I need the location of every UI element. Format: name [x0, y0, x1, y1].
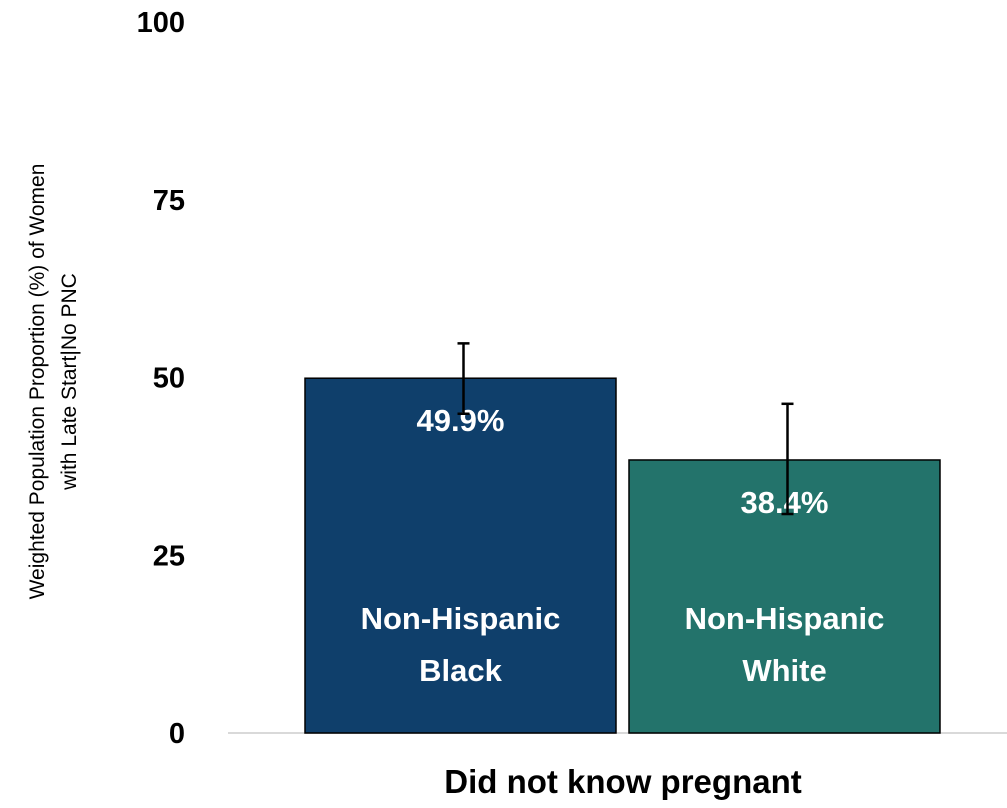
bar-category-label: Non-Hispanic [361, 601, 561, 636]
bar-category-label: White [742, 653, 826, 688]
y-tick-label: 25 [153, 540, 185, 572]
y-tick-label: 75 [153, 185, 185, 217]
bar-category-label: Black [419, 653, 502, 688]
y-tick-label: 100 [137, 7, 185, 39]
error-bars [457, 342, 794, 516]
y-axis-label-line: with Late Start|No PNC [58, 273, 81, 491]
x-axis-label: Did not know pregnant [444, 763, 801, 800]
bar [304, 377, 617, 734]
bar [628, 459, 941, 734]
y-axis-label: Weighted Population Proportion (%) of Wo… [26, 164, 81, 600]
bar-labels: 49.9%Non-HispanicBlack38.4%Non-HispanicW… [361, 403, 885, 688]
bar-value-label: 49.9% [417, 403, 505, 438]
y-axis-label-line: Weighted Population Proportion (%) of Wo… [26, 164, 49, 600]
y-tick-label: 0 [169, 718, 185, 750]
bars [304, 377, 941, 734]
y-axis-ticks: 0 25 50 75 100 [137, 7, 185, 750]
bar-category-label: Non-Hispanic [685, 601, 885, 636]
y-tick-label: 50 [153, 363, 185, 395]
